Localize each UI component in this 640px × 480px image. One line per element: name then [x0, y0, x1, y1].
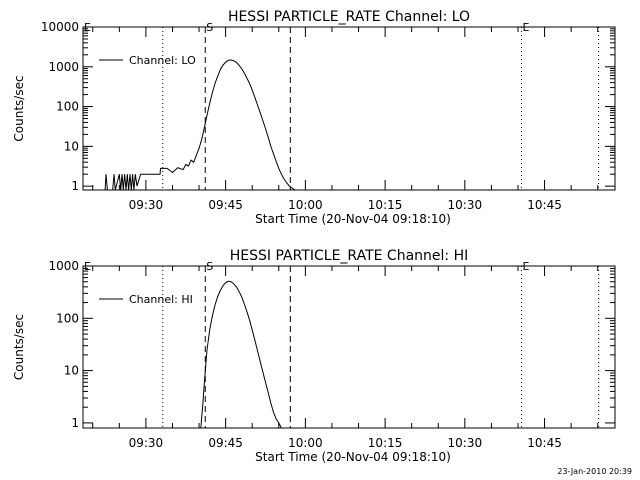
series-line	[200, 280, 282, 429]
x-tick-label: 10:15	[368, 198, 403, 212]
y-tick-label: 10000	[41, 20, 79, 34]
chart-title: HESSI PARTICLE_RATE Channel: LO	[228, 9, 470, 25]
time-marker-label: S	[206, 260, 213, 273]
y-tick-label: 100	[56, 311, 79, 325]
y-tick-label: 10	[64, 139, 79, 153]
series-line	[104, 59, 296, 191]
x-axis-label: Start Time (20-Nov-04 09:18:10)	[255, 212, 451, 226]
x-tick-label: 10:15	[368, 436, 403, 450]
time-marker-label: E	[84, 21, 91, 34]
y-tick-label: 1	[71, 416, 79, 430]
y-axis-label: Counts/sec	[12, 75, 26, 141]
y-tick-label: 10	[64, 364, 79, 378]
y-tick-label: 1000	[48, 259, 79, 273]
y-tick-label: 1	[71, 179, 79, 193]
y-tick-label: 1000	[48, 60, 79, 74]
legend-label: Channel: HI	[129, 293, 193, 306]
x-tick-label: 09:45	[208, 436, 243, 450]
x-tick-label: 10:30	[448, 436, 483, 450]
x-tick-label: 09:45	[208, 198, 243, 212]
x-tick-label: 09:30	[129, 436, 164, 450]
y-tick-label: 100	[56, 100, 79, 114]
time-marker-label: E	[523, 21, 530, 34]
x-tick-label: 10:00	[288, 436, 323, 450]
x-tick-label: 10:45	[527, 198, 562, 212]
x-tick-label: 10:30	[448, 198, 483, 212]
x-tick-label: 10:45	[527, 436, 562, 450]
y-axis-label: Counts/sec	[12, 314, 26, 380]
time-marker-label: E	[84, 260, 91, 273]
time-marker-label: S	[206, 21, 213, 34]
time-marker-label: E	[523, 260, 530, 273]
x-axis-label: Start Time (20-Nov-04 09:18:10)	[255, 450, 451, 464]
chart-title: HESSI PARTICLE_RATE Channel: HI	[230, 248, 468, 264]
x-tick-label: 10:00	[288, 198, 323, 212]
timestamp: 23-Jan-2010 20:39	[557, 467, 632, 476]
legend-label: Channel: LO	[129, 54, 196, 67]
x-tick-label: 09:30	[129, 198, 164, 212]
